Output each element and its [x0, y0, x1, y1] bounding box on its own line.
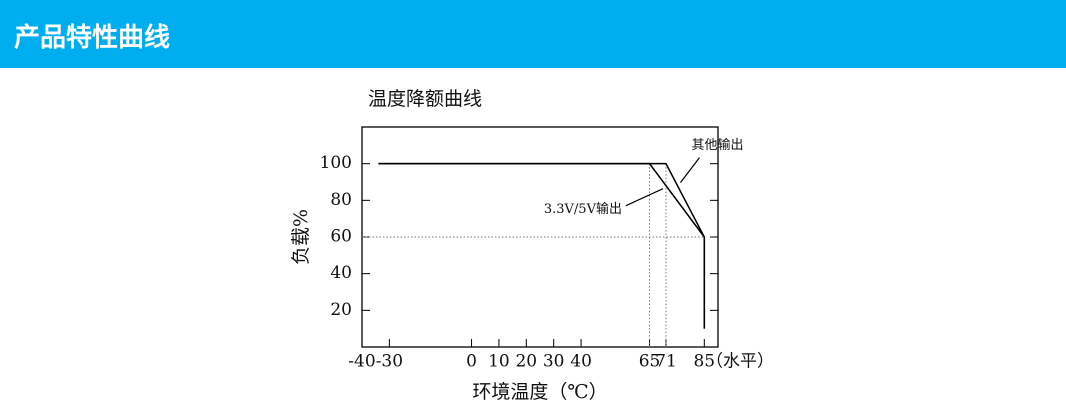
x-tick-label: -30 — [376, 352, 403, 372]
series-annotation: 其他输出 — [691, 137, 743, 153]
y-tick-label: 20 — [330, 300, 352, 320]
header-bar: 产品特性曲线 — [0, 0, 1066, 68]
annotation-arrow — [625, 188, 664, 207]
y-tick-label: 60 — [330, 227, 352, 247]
line-series — [378, 162, 706, 329]
x-tick-label: 10 — [488, 352, 510, 372]
y-tick-label: 100 — [320, 153, 352, 173]
chart-title: 温度降额曲线 — [368, 88, 482, 110]
x-unit-label: （水平） — [706, 352, 774, 372]
x-axis-label: 环境温度（℃） — [472, 381, 607, 403]
y-tick-label: 40 — [330, 263, 352, 283]
x-tick-label: 65 — [639, 352, 661, 372]
x-tick-label: 40 — [570, 352, 592, 372]
series-annotation: 3.3V/5V输出 — [544, 201, 622, 217]
y-axis-label: 负载% — [290, 209, 312, 265]
x-tick-label: -40 — [348, 352, 375, 372]
x-tick-label: 30 — [543, 352, 565, 372]
x-tick-label: 20 — [515, 352, 537, 372]
x-tick-label: 0 — [466, 352, 477, 372]
line-series — [378, 162, 706, 329]
header-title: 产品特性曲线 — [14, 23, 171, 53]
y-tick-label: 80 — [330, 190, 352, 210]
x-tick-label: 71 — [655, 352, 677, 372]
annotation-arrow — [679, 157, 700, 184]
x-tick-label: 85 — [693, 352, 715, 372]
